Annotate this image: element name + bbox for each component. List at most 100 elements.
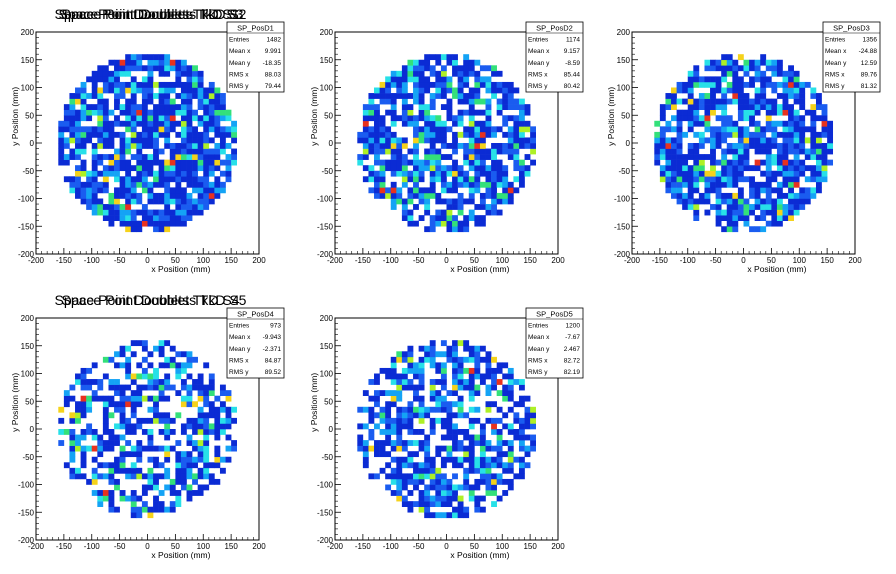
- heatmap-cell: [108, 401, 115, 408]
- y-tick-label: -150: [614, 222, 631, 231]
- heatmap-cell: [743, 165, 750, 172]
- heatmap-cell: [463, 131, 470, 138]
- heatmap-cell: [429, 176, 436, 183]
- heatmap-cell: [401, 104, 408, 110]
- heatmap-cell: [119, 412, 126, 419]
- heatmap-cell: [765, 115, 772, 122]
- heatmap-cell: [114, 120, 120, 127]
- heatmap-cell: [175, 220, 182, 227]
- heatmap-cell: [208, 109, 215, 116]
- heatmap-cell: [507, 390, 514, 396]
- heatmap-cell: [203, 198, 210, 205]
- heatmap-cell: [452, 473, 458, 480]
- heatmap-cell: [401, 181, 408, 188]
- heatmap-cell: [771, 209, 778, 216]
- heatmap-cell: [390, 192, 397, 199]
- heatmap-cell: [776, 120, 783, 127]
- heatmap-cell: [435, 445, 442, 452]
- heatmap-cell: [119, 384, 126, 391]
- heatmap-cell: [654, 143, 661, 149]
- heatmap-cell: [158, 192, 165, 199]
- heatmap-cell: [446, 478, 453, 485]
- heatmap-cell: [114, 165, 120, 172]
- heatmap-cell: [357, 440, 364, 446]
- heatmap-cell: [396, 473, 403, 480]
- heatmap-cell: [760, 104, 767, 110]
- heatmap-cell: [219, 104, 226, 110]
- heatmap-cell: [463, 98, 470, 105]
- heatmap-cell: [401, 143, 408, 149]
- heatmap-cell: [491, 367, 497, 374]
- heatmap-cell: [413, 181, 419, 188]
- heatmap-cell: [385, 126, 392, 133]
- heatmap-cell: [732, 170, 739, 177]
- heatmap-cell: [169, 59, 176, 66]
- heatmap-cell: [75, 165, 81, 172]
- heatmap-cell: [401, 198, 408, 205]
- heatmap-cell: [726, 54, 733, 61]
- heatmap-cell: [491, 93, 497, 99]
- heatmap-cell: [496, 165, 503, 172]
- heatmap-cell: [385, 143, 392, 149]
- heatmap-cell: [418, 445, 425, 452]
- heatmap-cell: [474, 362, 481, 369]
- heatmap-cell: [401, 170, 408, 177]
- heatmap-cell: [435, 148, 442, 155]
- heatmap-cell: [396, 170, 403, 177]
- heatmap-cell: [413, 87, 419, 94]
- heatmap-cell: [214, 165, 221, 172]
- heatmap-cell: [141, 220, 148, 227]
- heatmap-cell: [214, 93, 221, 99]
- heatmap-cell: [219, 126, 226, 133]
- stats-row-label: Entries: [229, 37, 250, 44]
- heatmap-cell: [147, 406, 154, 413]
- heatmap-cell: [732, 87, 739, 94]
- heatmap-cell: [86, 384, 93, 391]
- heatmap-cell: [357, 423, 364, 430]
- heatmap-cell: [665, 143, 672, 149]
- heatmap-cell: [496, 429, 503, 435]
- heatmap-cell: [687, 126, 694, 133]
- heatmap-cell: [203, 440, 210, 446]
- heatmap-cell: [175, 154, 182, 160]
- heatmap-cell: [180, 462, 187, 469]
- heatmap-cell: [754, 93, 761, 99]
- heatmap-cell: [435, 81, 442, 88]
- heatmap-cell: [158, 462, 165, 469]
- heatmap-cell: [362, 456, 369, 463]
- heatmap-cell: [474, 131, 481, 138]
- heatmap-cell: [385, 159, 392, 166]
- heatmap-cell: [102, 401, 109, 408]
- heatmap-cell: [468, 115, 475, 122]
- heatmap-cell: [114, 176, 120, 183]
- heatmap-cell: [125, 198, 132, 205]
- heatmap-cell: [401, 215, 408, 221]
- heatmap-cell: [765, 81, 772, 88]
- heatmap-cell: [58, 154, 65, 160]
- heatmap-cell: [530, 126, 536, 133]
- heatmap-cell: [468, 120, 475, 127]
- heatmap-cell: [474, 148, 481, 155]
- heatmap-cell: [435, 451, 442, 458]
- stats-row-value: 85.44: [564, 71, 581, 78]
- heatmap-cell: [485, 104, 492, 110]
- heatmap-cell: [821, 148, 828, 155]
- heatmap-cell: [749, 165, 755, 172]
- heatmap-cell: [108, 76, 115, 83]
- heatmap-cell: [91, 76, 98, 83]
- heatmap-cell: [765, 204, 772, 210]
- heatmap-cell: [737, 159, 744, 166]
- heatmap-cell: [749, 187, 755, 194]
- heatmap-cell: [175, 462, 182, 469]
- heatmap-cell: [765, 126, 772, 133]
- heatmap-cell: [214, 181, 221, 188]
- heatmap-cell: [357, 159, 364, 166]
- heatmap-cell: [396, 373, 403, 380]
- heatmap-cell: [737, 170, 744, 177]
- heatmap-cell: [721, 170, 728, 177]
- heatmap-cell: [192, 429, 198, 435]
- heatmap-cell: [97, 490, 104, 496]
- heatmap-cell: [676, 137, 683, 144]
- x-tick-label: -200: [28, 542, 45, 551]
- heatmap-cell: [743, 126, 750, 133]
